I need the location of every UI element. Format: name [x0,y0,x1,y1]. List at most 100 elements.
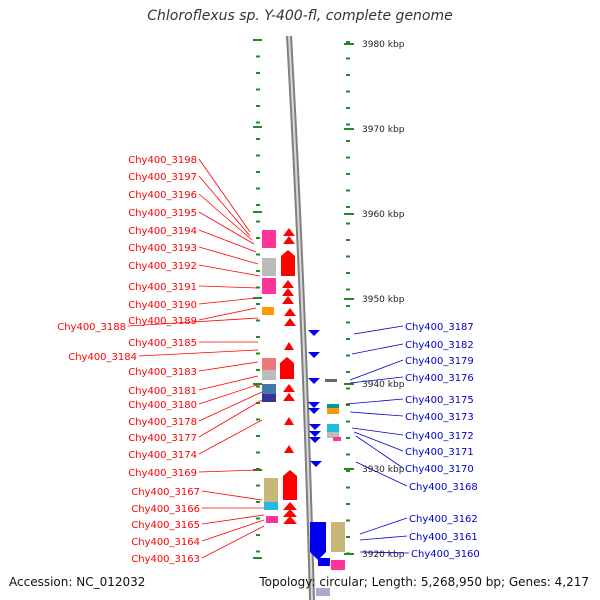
feature-box [262,394,276,402]
forward-gene-leader [201,519,265,542]
forward-gene-arrow [283,384,295,392]
forward-gene-block [281,250,295,276]
forward-gene-leader [198,175,251,237]
reverse-gene-label: Chy400_3179 [405,356,474,367]
forward-gene-leader [198,285,259,289]
reverse-gene-arrow [310,461,322,467]
forward-gene-label: Chy400_3192 [128,261,197,272]
forward-gene-label: Chy400_3191 [128,282,197,293]
forward-gene-leader [127,317,259,327]
forward-gene-leader [198,375,259,391]
reverse-gene-arrow [308,330,320,336]
forward-gene-leader [198,391,263,422]
forward-gene-label: Chy400_3165 [131,520,200,531]
feature-box [262,307,274,315]
reverse-gene-leader [349,411,404,417]
reverse-gene-arrow [309,437,321,443]
forward-gene-label: Chy400_3185 [128,338,197,349]
feature-box [262,258,276,276]
feature-box [262,278,276,286]
reverse-gene-leader [355,461,408,487]
forward-gene-leader [201,514,265,525]
feature-box [262,286,276,294]
reverse-gene-block [318,558,330,566]
map-title: Chloroflexus sp. Y-400-fl, complete geno… [147,8,453,24]
reverse-gene-arrow [309,424,321,430]
forward-gene-leader [198,419,263,455]
forward-gene-leader [201,490,263,501]
forward-gene-leader [198,211,255,245]
feature-box [327,424,339,432]
feature-box [264,478,278,502]
forward-gene-leader [198,399,263,438]
reverse-gene-leader [349,359,404,381]
reverse-gene-label: Chy400_3162 [409,514,478,525]
reverse-gene-label: Chy400_3187 [405,322,474,333]
forward-gene-arrow [282,288,294,296]
scale-label: 3920 kbp [362,550,405,560]
backbone-highlight [288,35,313,600]
forward-gene-arrow [283,228,295,236]
reverse-gene-arrow [308,408,320,414]
forward-gene-label: Chy400_3197 [128,172,197,183]
reverse-gene-arrow [308,378,320,384]
reverse-gene-arrow [309,431,321,437]
reverse-gene-arrow [308,402,320,408]
forward-gene-block [280,357,294,379]
feature-box [316,588,330,596]
forward-gene-label: Chy400_3166 [131,504,200,515]
scale-label: 3930 kbp [362,465,405,475]
scale-label: 3960 kbp [362,210,405,220]
forward-gene-label: Chy400_3196 [128,190,197,201]
reverse-gene-label: Chy400_3160 [411,549,480,560]
forward-gene-arrow [284,417,294,425]
reverse-gene-leader [351,427,404,436]
reverse-gene-leader [359,535,408,541]
forward-gene-leader [198,264,261,277]
forward-gene-leader [198,229,257,253]
feature-box [327,408,339,414]
forward-gene-label: Chy400_3198 [128,155,197,166]
reverse-gene-label: Chy400_3170 [405,464,474,475]
forward-gene-leader [198,361,259,372]
feature-box [266,516,278,523]
reverse-gene-label: Chy400_3172 [405,431,474,442]
forward-gene-label: Chy400_3164 [131,537,200,548]
forward-gene-label: Chy400_3189 [128,316,197,327]
forward-gene-label: Chy400_3194 [128,226,197,237]
forward-gene-leader [198,469,259,473]
reverse-gene-label: Chy400_3168 [409,482,478,493]
feature-box [264,502,278,510]
feature-box [331,560,345,570]
reverse-gene-label: Chy400_3176 [405,373,474,384]
reverse-gene-leader [351,343,404,355]
forward-gene-leader [198,383,261,405]
forward-gene-leader [138,349,259,357]
forward-gene-label: Chy400_3181 [128,386,197,397]
forward-gene-label: Chy400_3188 [57,322,126,333]
forward-gene-leader [198,158,251,233]
feature-box [262,358,276,370]
forward-gene-label: Chy400_3184 [68,352,137,363]
forward-gene-leader [201,525,265,559]
reverse-gene-block [310,522,326,560]
reverse-gene-leader [349,376,404,384]
feature-box [327,432,339,438]
forward-gene-leader [198,246,259,265]
forward-gene-label: Chy400_3183 [128,367,197,378]
reverse-gene-label: Chy400_3171 [405,447,474,458]
forward-gene-arrow [284,342,294,350]
forward-gene-label: Chy400_3193 [128,243,197,254]
reverse-gene-arrow [308,352,320,358]
reverse-gene-leader [353,431,404,452]
forward-gene-arrow [282,296,294,304]
feature-box [262,240,276,248]
forward-gene-label: Chy400_3167 [131,487,200,498]
forward-gene-arrow [283,393,295,401]
topology-label: Topology: circular; Length: 5,268,950 bp… [259,575,589,589]
reverse-gene-leader [353,325,404,335]
forward-gene-label: Chy400_3177 [128,433,197,444]
forward-gene-arrow [283,236,295,244]
